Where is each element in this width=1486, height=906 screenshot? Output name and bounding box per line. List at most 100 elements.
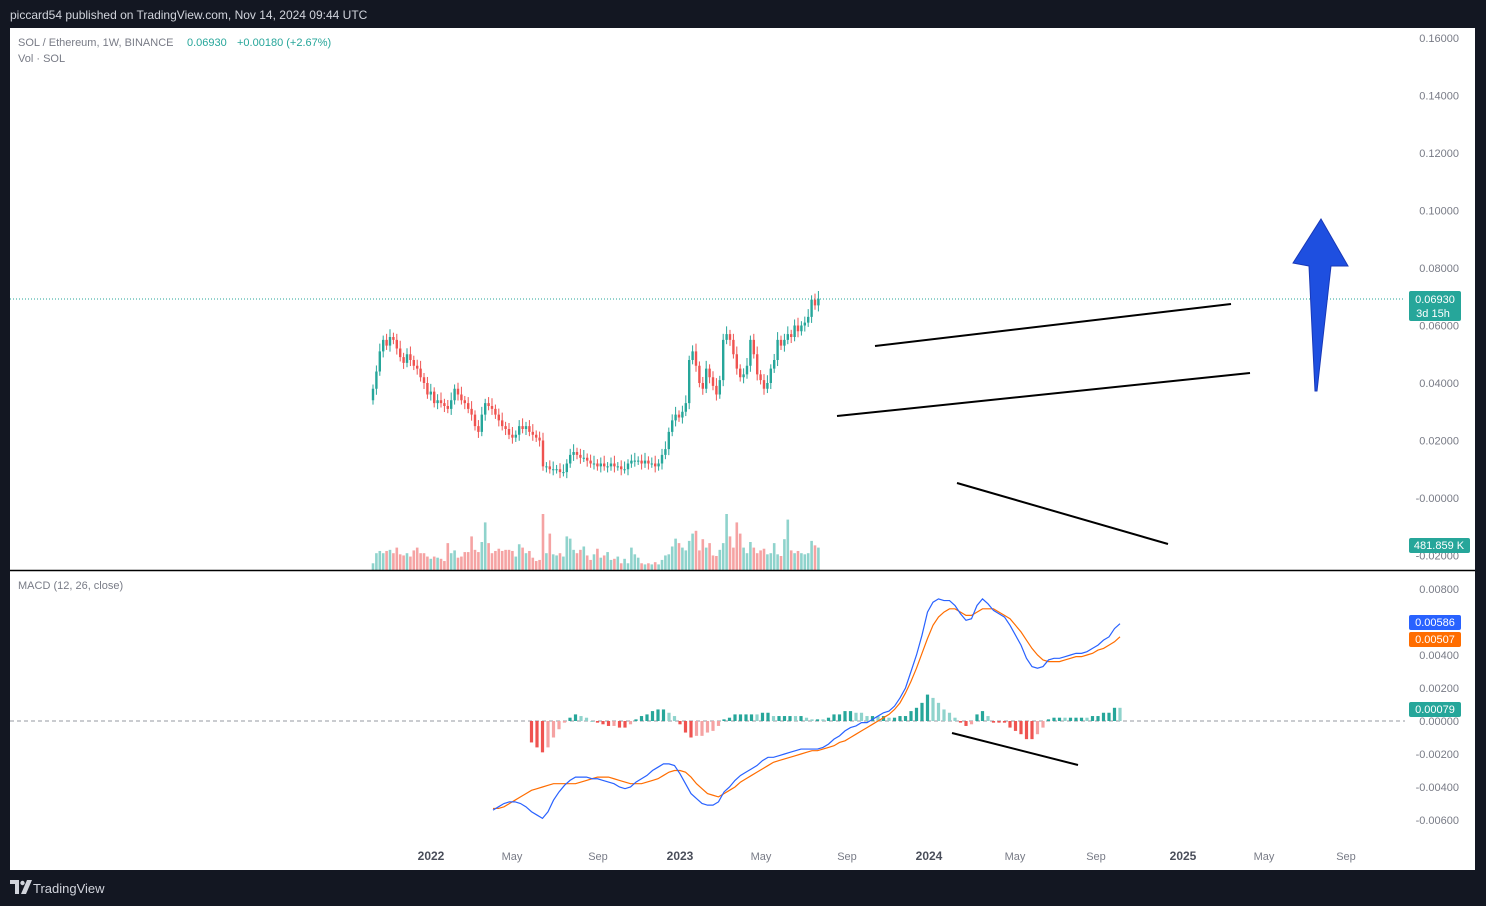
volume-legend[interactable]: Vol · SOL — [18, 53, 65, 65]
candle-body — [599, 463, 602, 467]
histogram-bar — [821, 719, 825, 721]
volume-bar — [749, 542, 752, 570]
volume-bar — [419, 553, 422, 570]
candle-body — [419, 368, 422, 378]
volume-bar — [660, 559, 664, 570]
price-axis[interactable]: 0.16000 0.14000 0.12000 0.10000 0.08000 0.060… — [1416, 33, 1459, 563]
macd-tick-label: 0.00400 — [1419, 650, 1459, 662]
candle-body — [626, 463, 630, 470]
volume-bar — [531, 557, 535, 570]
volume-bar — [667, 554, 671, 570]
candle-body — [613, 463, 616, 467]
histogram-badge — [1409, 702, 1461, 717]
volume-bar — [718, 549, 722, 570]
volume-bar — [592, 554, 596, 570]
volume-bar — [721, 543, 725, 570]
volume-bar — [803, 554, 807, 570]
channel-upper-trendline — [874, 303, 1232, 347]
histogram-bar — [606, 721, 611, 726]
candle-body — [548, 466, 551, 470]
histogram-bar — [727, 717, 732, 721]
price-tick-label: 0.10000 — [1419, 206, 1459, 218]
candle-body — [718, 380, 721, 395]
time-tick-label: 2024 — [916, 849, 943, 863]
macd-legend[interactable]: MACD (12, 26, close) — [18, 580, 123, 592]
candle-body — [796, 325, 800, 332]
candle-body — [494, 408, 497, 415]
macd-line-badge-value: 0.00586 — [1415, 617, 1455, 629]
volume-bar — [548, 533, 552, 570]
histogram-bar — [1101, 712, 1106, 721]
histogram-bar — [771, 716, 776, 721]
histogram-bar — [964, 721, 968, 726]
histogram-bar — [656, 709, 660, 721]
candle-body — [426, 383, 429, 395]
histogram-bar — [815, 719, 820, 721]
volume-bar — [432, 556, 436, 570]
candle-body — [813, 299, 817, 306]
volume-bar — [463, 552, 467, 570]
volume-bar — [623, 558, 626, 570]
volume-bar — [752, 547, 756, 570]
histogram-bar — [595, 721, 600, 723]
volume-bar — [735, 522, 739, 570]
channel-lower-trendline — [836, 372, 1251, 417]
candle-body — [579, 454, 582, 458]
volume-bar — [670, 546, 674, 570]
candle-body — [807, 316, 810, 323]
candle-body — [575, 452, 579, 455]
volume-bar — [817, 547, 820, 570]
symbol-legend[interactable]: SOL / Ethereum, 1W, BINANCE — [18, 37, 173, 49]
volume-bar — [701, 539, 705, 570]
volume-bar — [398, 554, 402, 570]
tradingview-logo-icon[interactable] — [10, 880, 32, 894]
candle-body — [433, 391, 436, 404]
volume-bar — [694, 530, 698, 570]
volume-bar — [806, 553, 810, 570]
tradingview-brand[interactable]: TradingView — [33, 881, 105, 896]
volume-bar — [643, 564, 647, 570]
volume-bar — [453, 550, 456, 570]
volume-bar — [762, 548, 766, 570]
volume-bar — [742, 547, 745, 570]
last-price-badge — [1409, 291, 1461, 321]
candle-body — [715, 385, 718, 395]
volume-bar — [507, 549, 511, 570]
volume-bar — [711, 555, 715, 570]
candle-body — [477, 426, 480, 432]
price-tick-label: 0.06000 — [1419, 321, 1459, 333]
histogram-bar — [1090, 716, 1095, 721]
histogram-bar — [755, 714, 759, 721]
histogram-bar — [942, 709, 946, 721]
histogram-bar — [557, 721, 561, 730]
price-legend: 0.06930 — [187, 37, 227, 49]
histogram-bar — [1068, 717, 1073, 721]
volume-bar — [487, 543, 490, 570]
time-axis[interactable]: 2022 May Sep 2023 May Sep 2024 May Sep 2025 May Sep — [418, 849, 1356, 863]
histogram-bar — [843, 711, 847, 721]
candle-body — [671, 420, 674, 432]
chart-frame[interactable]: 0.16000 0.14000 0.12000 0.10000 0.08000 0.060… — [10, 28, 1475, 870]
histogram-bar — [551, 721, 556, 738]
price-tick-label: -0.00000 — [1416, 493, 1459, 505]
histogram-bar — [804, 717, 809, 721]
histogram-bar — [716, 721, 721, 726]
candle-body — [640, 460, 643, 464]
candle-body — [803, 322, 806, 326]
candle-body — [422, 377, 426, 383]
histogram-bar — [535, 721, 539, 748]
candle-body — [416, 365, 419, 369]
volume-bar — [575, 553, 579, 570]
chart-svg[interactable]: 0.16000 0.14000 0.12000 0.10000 0.08000 0.060… — [10, 28, 1475, 870]
volume-bar — [517, 544, 521, 570]
candle-body — [776, 339, 779, 360]
volume-bar — [759, 550, 762, 570]
candle-body — [657, 463, 660, 467]
candle-body — [388, 337, 392, 346]
volume-bar — [633, 554, 637, 570]
candle-body — [701, 383, 704, 389]
volume-bar — [375, 553, 378, 570]
candle-body — [793, 325, 796, 337]
histogram-bar — [887, 717, 891, 721]
candle-body — [735, 354, 738, 369]
